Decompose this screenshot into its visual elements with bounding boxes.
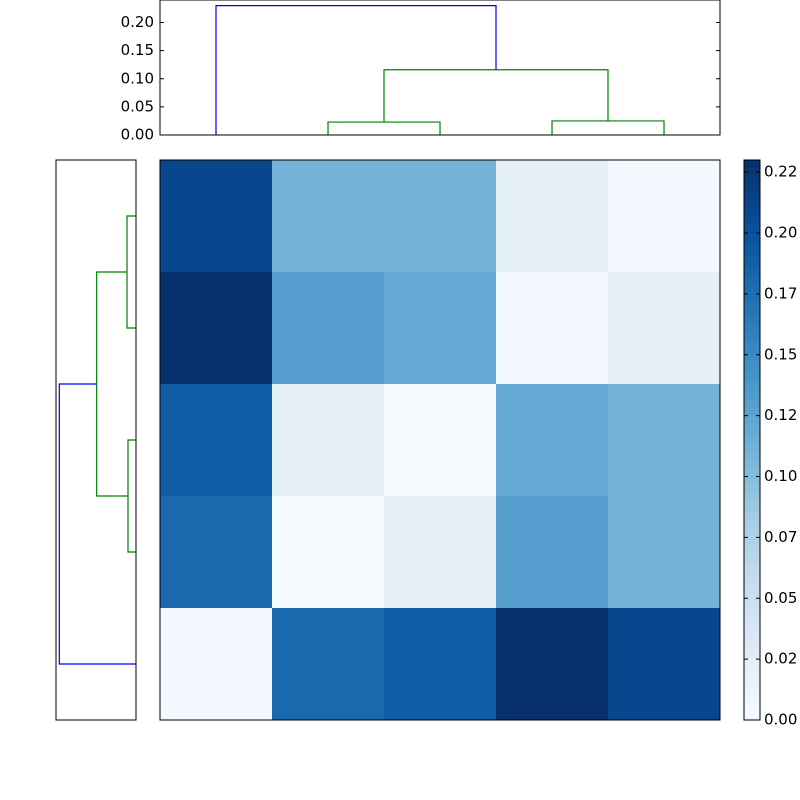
colorbar-tick-label: 0.12 xyxy=(764,406,797,424)
y-tick-label: 0.10 xyxy=(121,69,154,87)
colorbar-tick-label: 0.05 xyxy=(764,589,797,607)
dendrogram-link xyxy=(126,215,136,329)
colorbar xyxy=(743,159,761,721)
heatmap-cell xyxy=(496,272,609,385)
colorbar-tick-label: 0.10 xyxy=(764,467,797,485)
heatmap-cell xyxy=(608,384,721,497)
dendrogram-link xyxy=(327,121,441,135)
heatmap-cell xyxy=(160,272,273,385)
y-tick-label: 0.00 xyxy=(121,126,154,144)
colorbar-tick-label: 0.20 xyxy=(764,224,797,242)
heatmap-cell xyxy=(384,160,497,273)
heatmap-cell xyxy=(496,160,609,273)
axes-frame xyxy=(159,0,721,136)
heatmap-cell xyxy=(608,608,721,721)
heatmap-cell xyxy=(272,384,385,497)
heatmap-cell xyxy=(160,384,273,497)
y-tick-label: 0.05 xyxy=(121,97,154,115)
dendrogram-link xyxy=(383,69,609,123)
heatmap-cell xyxy=(272,160,385,273)
axes-frame xyxy=(159,159,721,721)
heatmap-cell xyxy=(496,384,609,497)
dendrogram-link xyxy=(58,383,136,665)
dendrogram-link xyxy=(215,5,497,135)
dendrogram-link xyxy=(127,439,136,553)
y-tick-label: 0.20 xyxy=(121,13,154,31)
heatmap-cell xyxy=(272,608,385,721)
heatmap-cell xyxy=(384,608,497,721)
colorbar-tick-label: 0.22 xyxy=(764,163,797,181)
heatmap-cell xyxy=(160,160,273,273)
dendrogram-link xyxy=(96,271,128,497)
heatmap-cell xyxy=(608,496,721,609)
heatmap-cell xyxy=(384,384,497,497)
colorbar-tick-label: 0.17 xyxy=(764,284,797,302)
colorbar-tick-label: 0.00 xyxy=(764,711,797,729)
heatmap-cell xyxy=(496,496,609,609)
heatmap-cell xyxy=(160,496,273,609)
dendrogram-link xyxy=(551,120,665,135)
heatmap-cell xyxy=(384,496,497,609)
heatmap-cell xyxy=(496,608,609,721)
heatmap-cell xyxy=(160,608,273,721)
heatmap-cell xyxy=(608,160,721,273)
heatmap-cell xyxy=(272,272,385,385)
axes-frame xyxy=(55,159,137,721)
heatmap-cell xyxy=(272,496,385,609)
colorbar-tick-label: 0.02 xyxy=(764,650,797,668)
heatmap-cell xyxy=(384,272,497,385)
colorbar-tick-label: 0.15 xyxy=(764,345,797,363)
heatmap-cell xyxy=(608,272,721,385)
y-tick-label: 0.15 xyxy=(121,41,154,59)
colorbar-tick-label: 0.07 xyxy=(764,528,797,546)
